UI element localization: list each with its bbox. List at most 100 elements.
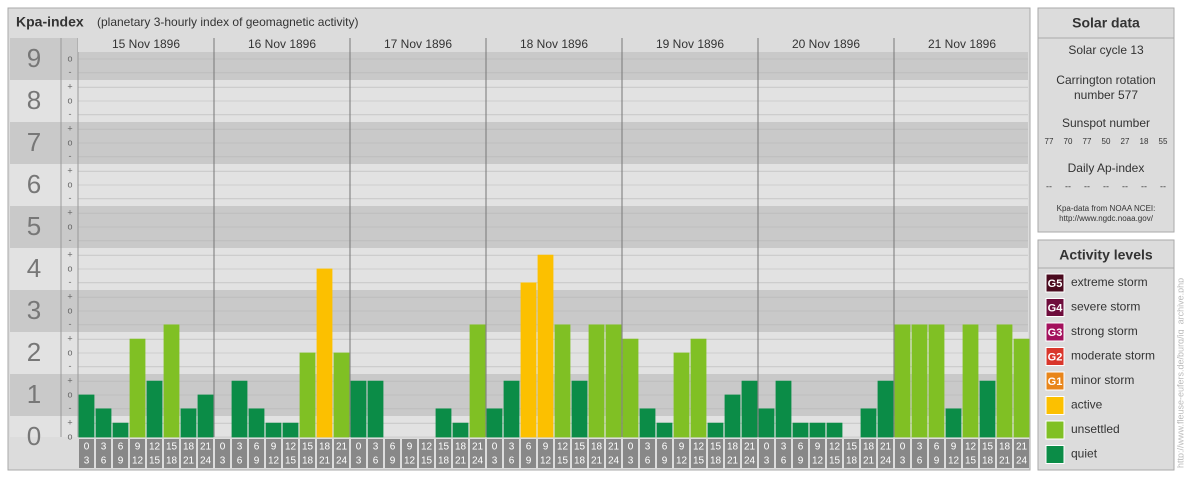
- hour-label: 12: [132, 456, 144, 467]
- hour-box: [300, 439, 315, 468]
- minor-tick-label: +: [67, 166, 72, 176]
- minor-tick-label: -: [69, 277, 72, 287]
- chart-subtitle: (planetary 3-hourly index of geomagnetic…: [97, 15, 358, 29]
- bar: [860, 408, 877, 438]
- hour-label: 6: [645, 456, 651, 467]
- hour-label: 9: [543, 442, 549, 453]
- legend-name: severe storm: [1071, 300, 1140, 314]
- bar: [435, 408, 452, 438]
- bar: [299, 352, 316, 438]
- hour-label: 9: [934, 456, 940, 467]
- hour-label: 3: [628, 456, 634, 467]
- hour-box: [215, 439, 230, 468]
- legend-swatch: [1045, 273, 1065, 293]
- date-label: 21 Nov 1896: [928, 37, 996, 51]
- hour-box: [113, 439, 128, 468]
- bar: [146, 380, 163, 438]
- chart-title: Kpa-index: [16, 14, 84, 30]
- hour-label: 12: [404, 456, 416, 467]
- legend-swatch: [1045, 445, 1065, 464]
- hour-box: [572, 439, 587, 468]
- minor-tick-label: o: [67, 347, 72, 357]
- bar: [928, 324, 945, 438]
- sunspot-value: 55: [1159, 137, 1168, 146]
- hour-box: [130, 439, 145, 468]
- legend-name: unsettled: [1071, 422, 1120, 436]
- hour-label: 24: [336, 456, 348, 467]
- bar: [979, 380, 996, 438]
- minor-tick-label: o: [67, 221, 72, 231]
- credit: http://www.fleuse-eufers.de/burg/ig_arch…: [1175, 278, 1184, 468]
- bar: [826, 422, 843, 438]
- hour-label: 21: [880, 442, 892, 453]
- hour-label: 21: [1016, 442, 1028, 453]
- minor-tick-label: +: [67, 334, 72, 344]
- bar: [486, 408, 503, 438]
- minor-tick-label: o: [67, 263, 72, 273]
- hour-label: 21: [744, 442, 756, 453]
- hour-box: [419, 439, 434, 468]
- hour-label: 24: [200, 456, 212, 467]
- hour-box: [657, 439, 672, 468]
- minor-tick-label: o: [67, 305, 72, 315]
- minor-tick-label: -: [69, 151, 72, 161]
- hour-label: 6: [917, 456, 923, 467]
- legend-name: quiet: [1071, 447, 1098, 461]
- bar: [707, 422, 724, 438]
- hour-label: 3: [900, 456, 906, 467]
- hour-label: 6: [781, 456, 787, 467]
- hour-box: [351, 439, 366, 468]
- date-label: 17 Nov 1896: [384, 37, 452, 51]
- hour-label: 9: [407, 442, 413, 453]
- bar: [962, 324, 979, 438]
- minor-tick-label: o: [67, 53, 72, 63]
- date-label: 20 Nov 1896: [792, 37, 860, 51]
- hour-box: [96, 439, 111, 468]
- hour-box: [487, 439, 502, 468]
- hour-label: 0: [900, 442, 906, 453]
- hour-label: 12: [676, 456, 688, 467]
- hour-label: 15: [965, 456, 977, 467]
- date-label: 15 Nov 1896: [112, 37, 180, 51]
- hour-label: 12: [149, 442, 161, 453]
- legend-swatch: [1045, 298, 1065, 317]
- bar: [231, 380, 248, 438]
- hour-box: [623, 439, 638, 468]
- ap-value: --: [1122, 181, 1128, 191]
- legend-name: strong storm: [1071, 324, 1138, 338]
- hour-box: [861, 439, 876, 468]
- y-tick-label: 8: [27, 85, 41, 115]
- minor-tick-label: +: [67, 376, 72, 386]
- hour-box: [249, 439, 264, 468]
- hour-label: 3: [84, 456, 90, 467]
- hour-box: [436, 439, 451, 468]
- hour-label: 3: [764, 456, 770, 467]
- levels-title: Activity levels: [1059, 247, 1153, 263]
- ap-value: --: [1065, 181, 1071, 191]
- hour-box: [606, 439, 621, 468]
- hour-label: 6: [390, 442, 396, 453]
- hour-box: [912, 439, 927, 468]
- hour-box: [164, 439, 179, 468]
- minor-tick-label: -: [69, 109, 72, 119]
- bar: [1013, 338, 1030, 438]
- hour-box: [708, 439, 723, 468]
- bar: [197, 394, 214, 438]
- date-header: [78, 38, 1028, 52]
- hour-label: 18: [710, 456, 722, 467]
- hour-label: 3: [356, 456, 362, 467]
- hour-label: 9: [798, 456, 804, 467]
- legend-name: extreme storm: [1071, 275, 1148, 289]
- bar: [520, 282, 537, 438]
- hour-label: 15: [438, 442, 450, 453]
- bar: [129, 338, 146, 438]
- date-label: 16 Nov 1896: [248, 37, 316, 51]
- minor-tick-label: -: [69, 235, 72, 245]
- bar: [469, 324, 486, 438]
- hour-label: 3: [237, 442, 243, 453]
- hour-label: 12: [965, 442, 977, 453]
- hour-label: 21: [183, 456, 195, 467]
- hour-box: [759, 439, 774, 468]
- hour-label: 18: [982, 456, 994, 467]
- hour-label: 0: [220, 442, 226, 453]
